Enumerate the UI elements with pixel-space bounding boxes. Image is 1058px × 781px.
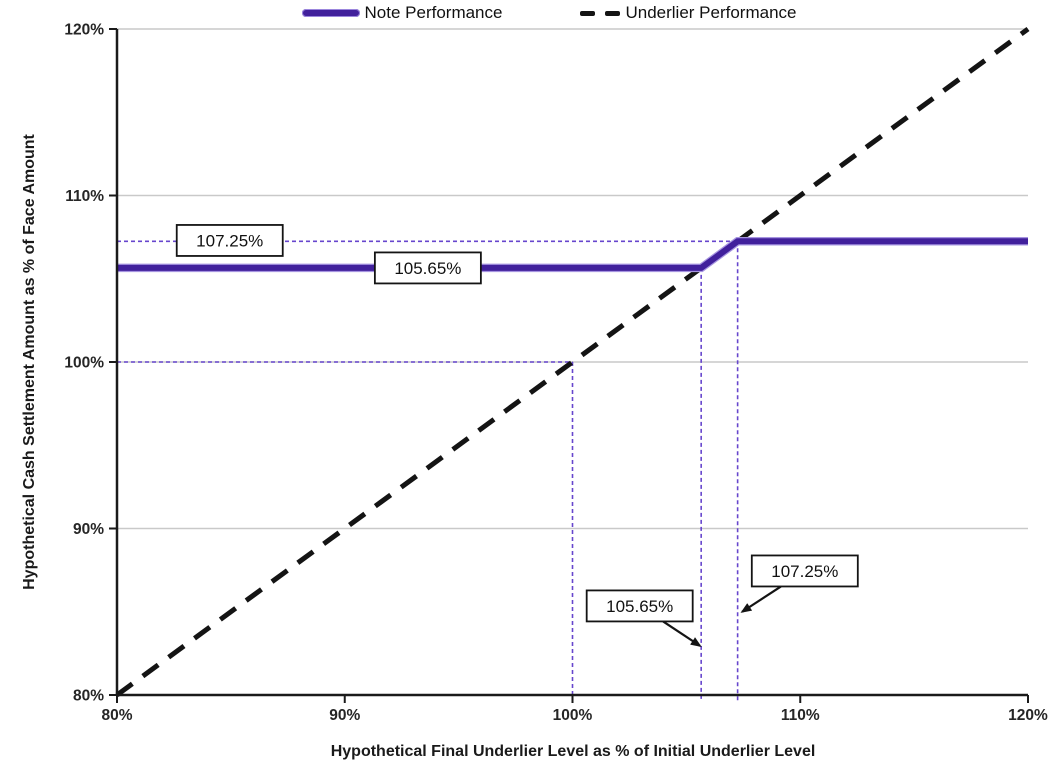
annotation-arrow <box>662 620 702 647</box>
x-axis-title: Hypothetical Final Underlier Level as % … <box>330 743 816 760</box>
series-underlier-performance <box>115 26 1030 698</box>
y-tick-label: 120% <box>64 22 104 39</box>
annotation-box <box>750 554 859 588</box>
chart-legend: Note Performance Underlier Performance <box>0 0 1058 26</box>
legend-item-note-performance: Note Performance <box>301 3 503 23</box>
annotation-label: 105.65% <box>606 597 673 616</box>
x-tick-label: 110% <box>781 707 820 724</box>
legend-item-underlier-performance: Underlier Performance <box>580 3 796 23</box>
annotation-label: 107.25% <box>771 562 838 581</box>
x-tick-label: 120% <box>1008 707 1048 724</box>
x-tick-label: 80% <box>101 707 132 724</box>
annotation-box <box>373 251 482 285</box>
annotation-label: 105.65% <box>394 259 461 278</box>
x-tick-label: 90% <box>329 707 360 724</box>
y-tick-label: 80% <box>73 688 104 705</box>
x-tick-label: 100% <box>553 707 593 724</box>
annotation-box <box>585 589 694 623</box>
note-line-swatch-icon <box>301 9 360 17</box>
annotation-arrow <box>740 585 782 613</box>
y-tick-label: 90% <box>73 521 104 538</box>
y-tick-label: 100% <box>64 355 104 372</box>
legend-label-note-performance: Note Performance <box>364 3 503 22</box>
legend-label-underlier-performance: Underlier Performance <box>625 3 797 22</box>
underlier-dash-swatch-icon <box>580 10 621 16</box>
annotation-label: 107.25% <box>196 231 263 250</box>
annotation-box <box>175 224 284 257</box>
y-tick-label: 110% <box>65 188 104 205</box>
